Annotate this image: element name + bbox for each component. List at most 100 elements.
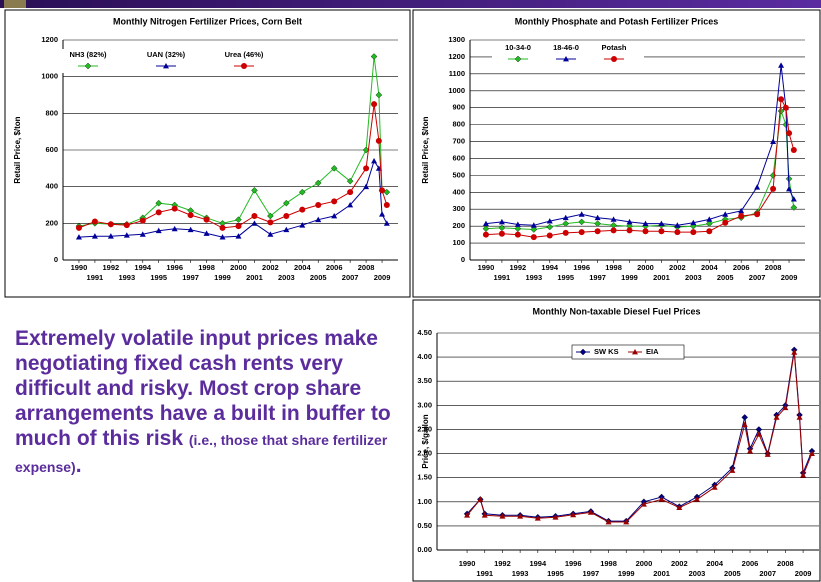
- point: [370, 53, 378, 60]
- y-tick-label: 400: [452, 187, 465, 196]
- point: [729, 467, 736, 473]
- point: [741, 421, 748, 428]
- x-tick-label: 1995: [150, 273, 167, 282]
- x-tick-label: 2005: [717, 273, 734, 282]
- point: [791, 349, 798, 355]
- point: [139, 217, 146, 224]
- point: [346, 177, 354, 185]
- point: [690, 229, 697, 236]
- point: [203, 216, 210, 223]
- point: [498, 230, 505, 237]
- point: [754, 211, 761, 218]
- x-tick-label: 2000: [636, 559, 653, 568]
- point: [790, 147, 797, 153]
- point: [587, 509, 594, 515]
- y-axis-label: Price, $/gallon: [421, 414, 430, 468]
- point: [578, 218, 585, 226]
- point: [251, 187, 258, 194]
- y-tick-label: 900: [452, 103, 465, 112]
- x-tick-label: 1997: [182, 273, 199, 282]
- point: [331, 198, 338, 205]
- point: [578, 211, 585, 217]
- point: [123, 232, 130, 238]
- x-tick-label: 1992: [494, 559, 511, 568]
- point: [75, 234, 82, 240]
- top-bar: [0, 0, 821, 8]
- x-tick-label: 1990: [71, 263, 88, 272]
- point: [747, 448, 754, 454]
- x-tick-label: 2009: [781, 273, 798, 282]
- point: [773, 414, 780, 420]
- x-tick-label: 1994: [541, 263, 559, 272]
- point: [626, 227, 633, 234]
- point: [530, 222, 537, 228]
- x-tick-label: 1993: [525, 273, 542, 282]
- point: [640, 501, 647, 507]
- point: [477, 496, 484, 502]
- point: [347, 189, 354, 196]
- point: [482, 220, 489, 227]
- point: [267, 219, 274, 226]
- chart-title: Monthly Non-taxable Diesel Fuel Prices: [532, 306, 700, 316]
- note-main: Extremely volatile input prices make neg…: [15, 327, 391, 450]
- point: [778, 96, 785, 103]
- x-tick-label: 2009: [374, 273, 391, 282]
- legend-marker: [84, 62, 92, 70]
- x-tick-label: 1993: [118, 273, 135, 282]
- x-tick-label: 1992: [510, 263, 527, 272]
- y-tick-label: 500: [452, 170, 465, 179]
- x-tick-label: 2000: [230, 263, 247, 272]
- x-tick-label: 2002: [262, 263, 279, 272]
- x-tick-label: 2000: [637, 263, 654, 272]
- point: [610, 227, 617, 234]
- x-tick-label: 2008: [358, 263, 375, 272]
- point: [594, 228, 601, 235]
- y-tick-label: 1000: [448, 86, 465, 95]
- point: [722, 219, 729, 226]
- point: [552, 514, 559, 520]
- point: [123, 222, 130, 229]
- point: [808, 450, 815, 456]
- legend-label: SW KS: [594, 347, 619, 356]
- point: [464, 512, 471, 518]
- point: [738, 207, 745, 214]
- point: [267, 212, 274, 220]
- point: [482, 231, 489, 238]
- point: [203, 230, 210, 236]
- point: [283, 213, 290, 219]
- chart-title: Monthly Phosphate and Potash Fertilizer …: [515, 16, 719, 26]
- point: [658, 228, 665, 235]
- legend-label: UAN (32%): [147, 50, 186, 59]
- point: [155, 209, 162, 216]
- point: [235, 216, 242, 223]
- x-tick-label: 1996: [166, 263, 183, 272]
- point: [171, 205, 178, 212]
- point: [514, 221, 521, 227]
- point: [706, 220, 713, 227]
- point: [155, 227, 162, 234]
- point: [375, 137, 382, 144]
- x-tick-label: 1999: [214, 273, 231, 282]
- point: [782, 104, 789, 111]
- point: [562, 229, 569, 236]
- point: [706, 216, 713, 222]
- point: [764, 451, 771, 457]
- point: [658, 220, 665, 227]
- point: [530, 234, 537, 241]
- point: [314, 179, 322, 187]
- y-tick-label: 700: [452, 137, 465, 146]
- point: [741, 414, 749, 421]
- point: [534, 515, 541, 521]
- point: [570, 511, 577, 518]
- point: [251, 213, 258, 219]
- note-aside: (i.e., those that share fertilizer expen…: [15, 432, 388, 475]
- point: [562, 220, 569, 227]
- y-tick-label: 2.00: [417, 449, 432, 458]
- x-tick-label: 2007: [749, 273, 766, 282]
- x-tick-label: 1997: [583, 569, 600, 578]
- x-tick-label: 1995: [547, 569, 564, 578]
- x-tick-label: 1995: [557, 273, 574, 282]
- x-tick-label: 1996: [573, 263, 590, 272]
- point: [786, 185, 793, 192]
